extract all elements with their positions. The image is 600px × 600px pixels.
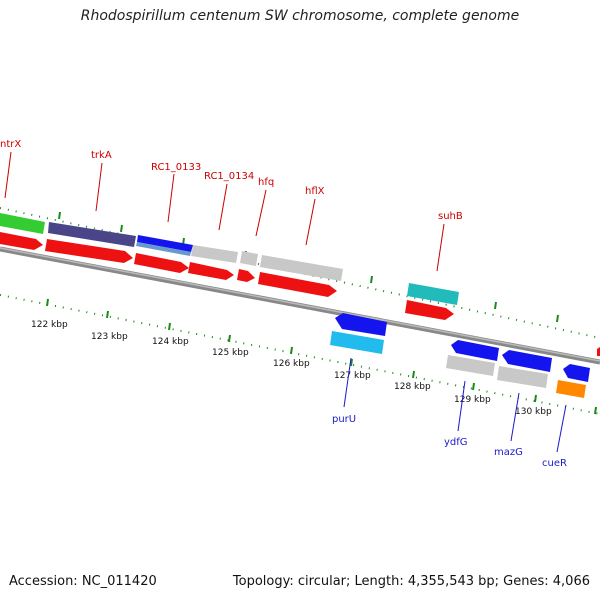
cds-forward[interactable] <box>188 262 234 280</box>
topology-text: Topology: circular; Length: 4,355,543 bp… <box>232 574 590 589</box>
tick-label: 128 kbp <box>394 382 431 392</box>
gene-suhB[interactable] <box>407 283 459 305</box>
cds-forward[interactable] <box>45 239 133 263</box>
gene-label-mazG: mazG <box>494 447 523 458</box>
gene-label-trkA: trkA <box>91 150 112 161</box>
cds-reverse[interactable] <box>563 364 590 382</box>
cds-reverse-row <box>330 313 600 398</box>
tick-label: 129 kbp <box>454 395 491 405</box>
gene-trkA[interactable] <box>48 222 136 247</box>
bottom-label-leaders <box>343 357 567 453</box>
cds-forward[interactable] <box>134 253 189 273</box>
tick-label: 122 kbp <box>31 320 68 330</box>
cds-forward[interactable] <box>405 300 454 320</box>
gene-hfq[interactable] <box>240 251 258 266</box>
gene-RC1_0134[interactable] <box>191 245 238 263</box>
cds-forward-edge[interactable] <box>597 347 600 356</box>
gene-label-hflX: hflX <box>305 186 325 197</box>
tick-label: 126 kbp <box>273 359 310 369</box>
gene-label-suhB: suhB <box>438 211 463 222</box>
gene-RC1_0133[interactable] <box>137 235 193 252</box>
cds-forward[interactable] <box>258 272 337 297</box>
gene-label-ydfG: ydfG <box>444 437 468 448</box>
map-title: Rhodospirillum centenum SW chromosome, c… <box>80 8 520 24</box>
gene-cueR[interactable] <box>556 380 586 398</box>
gene-label-purU: purU <box>332 414 356 425</box>
top-gene-labels: ntrX trkA RC1_0133 RC1_0134 hfq hflX suh… <box>0 139 463 222</box>
gene-ydfG[interactable] <box>446 355 495 376</box>
tick-label: 123 kbp <box>91 332 128 342</box>
gene-label-hfq: hfq <box>258 177 274 188</box>
accession-text: Accession: NC_011420 <box>9 574 157 589</box>
tick-labels: 122 kbp 123 kbp 124 kbp 125 kbp 126 kbp … <box>31 320 552 417</box>
cds-reverse[interactable] <box>502 350 552 372</box>
gene-label-RC1_0134: RC1_0134 <box>204 171 254 182</box>
tick-label: 130 kbp <box>515 407 552 417</box>
gene-label-ntrX: ntrX <box>0 139 21 150</box>
cds-forward[interactable] <box>0 232 43 250</box>
inner-ruler <box>0 294 600 415</box>
cds-forward-row <box>0 232 454 320</box>
gene-hflX[interactable] <box>260 255 343 281</box>
tick-label: 127 kbp <box>334 371 371 381</box>
gene-row-top <box>0 213 459 305</box>
cds-reverse[interactable] <box>451 340 499 361</box>
top-label-leaders <box>4 151 445 272</box>
chromosome-backbone <box>0 246 600 365</box>
gene-RC1_0133-b[interactable] <box>136 242 191 256</box>
gene-label-cueR: cueR <box>542 458 567 469</box>
tick-label: 124 kbp <box>152 337 189 347</box>
gene-ntrX[interactable] <box>0 213 45 234</box>
gene-label-RC1_0133: RC1_0133 <box>151 162 201 173</box>
gene-purU[interactable] <box>330 331 384 354</box>
cds-forward[interactable] <box>237 269 255 282</box>
bottom-gene-labels: purU ydfG mazG cueR <box>332 414 567 469</box>
tick-label: 125 kbp <box>212 348 249 358</box>
cds-reverse[interactable] <box>335 313 387 336</box>
gene-mazG[interactable] <box>497 366 548 388</box>
